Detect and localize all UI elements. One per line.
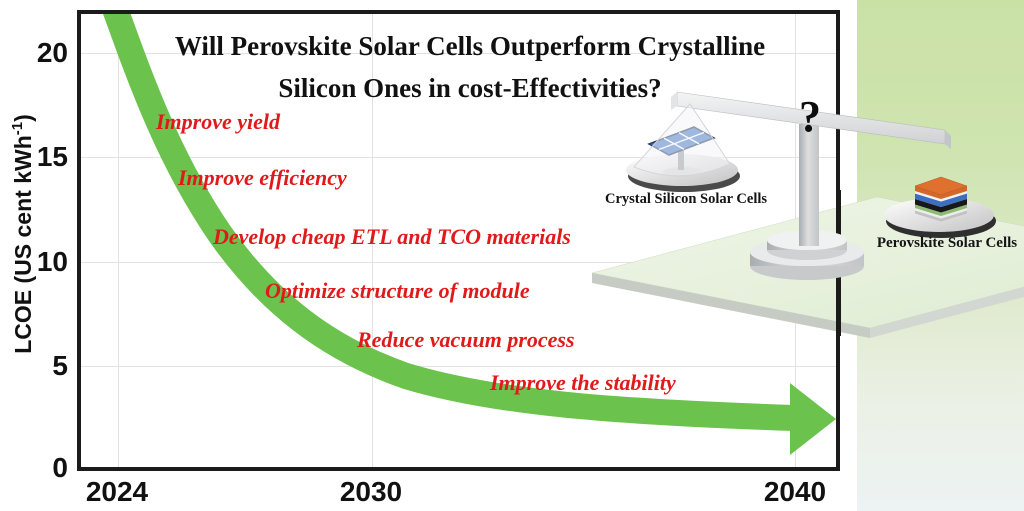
gridline-x-2030 (372, 14, 373, 467)
balance-scale-illustration: ? Crystal Silicon Solar Cells (591, 91, 1024, 338)
y-axis-label: LCOE (US cent kWh-1) (9, 114, 37, 354)
balance-base (750, 230, 864, 280)
chart-title: Will Perovskite Solar Cells Outperform C… (120, 25, 820, 109)
balance-pillar (799, 124, 819, 246)
y-axis-label-exponent: -1 (9, 121, 27, 136)
y-axis-label-close: ) (9, 114, 36, 122)
gridline-y-15 (81, 157, 836, 158)
gridline-y-20 (81, 53, 836, 54)
gridline-y-10 (81, 262, 836, 263)
x-tick-2030: 2030 (339, 476, 403, 507)
question-mark: ? (799, 92, 821, 141)
y-axis-label-text: LCOE (US cent kWh (9, 135, 36, 354)
annotation-improve-stability: Improve the stability (490, 370, 676, 395)
annotation-optimize-module: Optimize structure of module (265, 278, 530, 303)
perovskite-pan: Perovskite Solar Cells (877, 176, 1017, 251)
annotation-improve-yield: Improve yield (156, 109, 281, 134)
crystal-silicon-pan: Crystal Silicon Solar Cells (605, 103, 767, 207)
annotation-improve-efficiency: Improve efficiency (178, 165, 347, 190)
annotation-reduce-vacuum: Reduce vacuum process (357, 327, 575, 352)
gridline-y-5 (81, 366, 836, 367)
y-tick-5: 5 (52, 350, 68, 381)
glass-cone (633, 103, 731, 177)
perovskite-label: Perovskite Solar Cells (877, 235, 1017, 251)
arrow-head-icon (790, 383, 836, 455)
balance-beam (671, 91, 951, 149)
x-tick-2024: 2024 (85, 476, 149, 507)
gridline-x-2024 (118, 14, 119, 467)
y-tick-10: 10 (36, 246, 68, 277)
crystal-silicon-label: Crystal Silicon Solar Cells (605, 191, 767, 207)
y-tick-15: 15 (36, 141, 68, 172)
annotation-develop-etl-tco: Develop cheap ETL and TCO materials (213, 224, 571, 249)
trend-curve (103, 14, 795, 431)
chart-title-line1: Will Perovskite Solar Cells Outperform C… (174, 31, 766, 61)
perovskite-stack-icon (914, 176, 968, 222)
lcoe-trend-arrow (103, 14, 836, 455)
x-tick-2040: 2040 (763, 476, 827, 507)
y-tick-0: 0 (52, 452, 68, 483)
y-tick-20: 20 (36, 37, 68, 68)
chart-title-line2: Silicon Ones in cost-Effectivities? (278, 73, 662, 103)
